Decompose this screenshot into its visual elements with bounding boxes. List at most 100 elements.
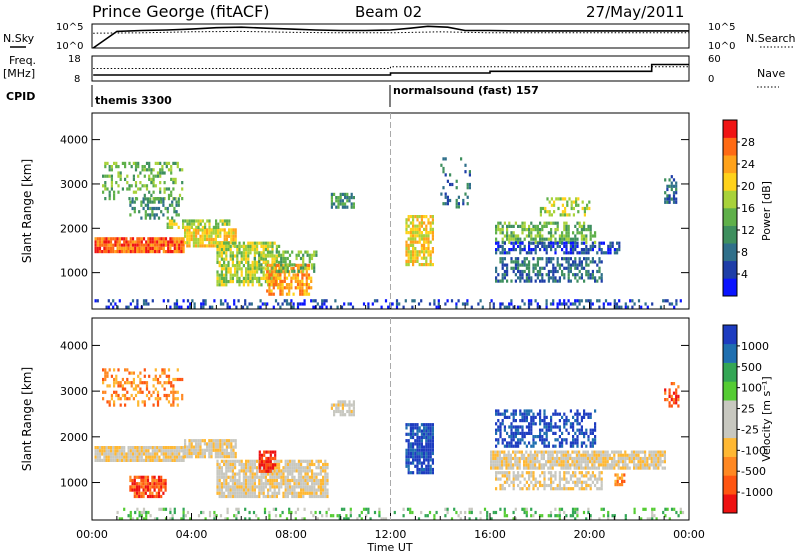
heatmap-cell xyxy=(313,491,316,495)
heatmap-cell xyxy=(545,450,548,454)
heatmap-cell xyxy=(587,299,590,303)
heatmap-cell xyxy=(423,227,426,231)
heatmap-cell xyxy=(249,267,252,271)
heatmap-cell xyxy=(162,482,165,486)
heatmap-cell xyxy=(162,213,165,217)
heatmap-cell xyxy=(539,273,542,277)
heatmap-cell xyxy=(149,452,152,456)
heatmap-cell xyxy=(159,161,162,165)
heatmap-cell xyxy=(416,259,419,263)
heatmap-cell xyxy=(673,305,676,309)
heatmap-cell xyxy=(405,218,408,222)
heatmap-cell xyxy=(164,507,168,511)
heatmap-cell xyxy=(200,302,203,306)
heatmap-cell xyxy=(561,203,564,207)
heatmap-cell xyxy=(558,240,561,244)
heatmap-cell xyxy=(210,442,213,446)
heatmap-cell xyxy=(567,431,570,435)
heatmap-cell xyxy=(167,299,170,303)
heatmap-cell xyxy=(598,305,601,309)
heatmap-cell xyxy=(136,299,139,303)
heatmap-cell xyxy=(293,475,296,479)
heatmap-cell xyxy=(512,474,515,478)
heatmap-cell xyxy=(459,510,462,515)
heatmap-cell xyxy=(508,248,511,252)
heatmap-cell xyxy=(497,477,500,481)
heatmap-cell xyxy=(412,259,415,263)
heatmap-cell xyxy=(278,475,281,479)
y-tick-label: 2000 xyxy=(60,431,88,444)
heatmap-cell xyxy=(618,241,621,245)
heatmap-cell xyxy=(409,461,412,465)
heatmap-cell xyxy=(267,244,270,248)
heatmap-cell xyxy=(427,218,430,222)
heatmap-cell xyxy=(230,451,233,456)
heatmap-cell xyxy=(541,244,544,248)
heatmap-cell xyxy=(152,190,155,194)
heatmap-cell xyxy=(506,266,509,270)
heatmap-cell xyxy=(545,260,548,264)
heatmap-cell xyxy=(175,222,178,226)
heatmap-cell xyxy=(503,425,506,429)
heatmap-cell xyxy=(407,448,410,452)
heatmap-cell xyxy=(420,429,423,433)
heatmap-cell xyxy=(101,458,104,462)
heatmap-cell xyxy=(217,228,220,232)
heatmap-cell xyxy=(655,463,658,467)
heatmap-cell xyxy=(567,234,570,238)
heatmap-cell xyxy=(291,462,294,467)
heatmap-cell xyxy=(256,241,259,245)
heatmap-cell xyxy=(470,305,473,309)
heatmap-cell xyxy=(197,241,200,245)
heatmap-cell xyxy=(644,456,647,461)
heatmap-cell xyxy=(509,463,512,467)
heatmap-cell xyxy=(139,371,142,375)
heatmap-cell xyxy=(530,480,533,484)
heatmap-cell xyxy=(247,251,250,255)
heatmap-cell xyxy=(291,466,294,470)
heatmap-cell xyxy=(216,276,219,280)
heatmap-cell xyxy=(325,510,328,515)
heatmap-cell xyxy=(175,449,179,453)
heatmap-cell xyxy=(499,483,502,488)
heatmap-cell xyxy=(349,514,352,518)
heatmap-cell xyxy=(545,483,548,488)
heatmap-cell xyxy=(425,256,428,260)
heatmap-cell xyxy=(550,228,553,232)
heatmap-cell xyxy=(560,463,563,467)
heatmap-cell xyxy=(223,459,226,463)
heatmap-cell xyxy=(104,377,107,382)
heatmap-cell xyxy=(124,161,127,165)
heatmap-cell xyxy=(278,485,281,489)
heatmap-cell xyxy=(98,240,102,244)
heatmap-cell xyxy=(544,210,547,214)
heatmap-cell xyxy=(281,263,284,267)
heatmap-cell xyxy=(427,231,430,235)
heatmap-cell xyxy=(418,471,421,475)
heatmap-cell xyxy=(540,456,543,461)
colorbar-tick-label: -100 xyxy=(741,444,766,457)
heatmap-cell xyxy=(497,273,500,277)
heatmap-cell xyxy=(262,248,265,252)
heatmap-cell xyxy=(317,466,320,470)
heatmap-cell xyxy=(597,466,600,470)
heatmap-cell xyxy=(335,205,338,209)
heatmap-cell xyxy=(141,400,144,404)
heatmap-cell xyxy=(418,253,421,257)
heatmap-cell xyxy=(600,507,603,511)
heatmap-cell xyxy=(574,438,577,442)
heatmap-cell xyxy=(138,514,141,518)
heatmap-cell xyxy=(127,250,130,254)
heatmap-cell xyxy=(585,517,588,521)
heatmap-cell xyxy=(575,203,578,207)
heatmap-cell xyxy=(290,299,293,303)
heatmap-cell xyxy=(182,455,185,459)
heatmap-cell xyxy=(201,225,204,229)
heatmap-cell xyxy=(596,299,599,303)
heatmap-cell xyxy=(580,231,583,235)
colorbar-swatch xyxy=(723,456,737,476)
heatmap-cell xyxy=(162,458,165,462)
heatmap-cell xyxy=(289,469,292,473)
heatmap-cell xyxy=(160,210,163,214)
